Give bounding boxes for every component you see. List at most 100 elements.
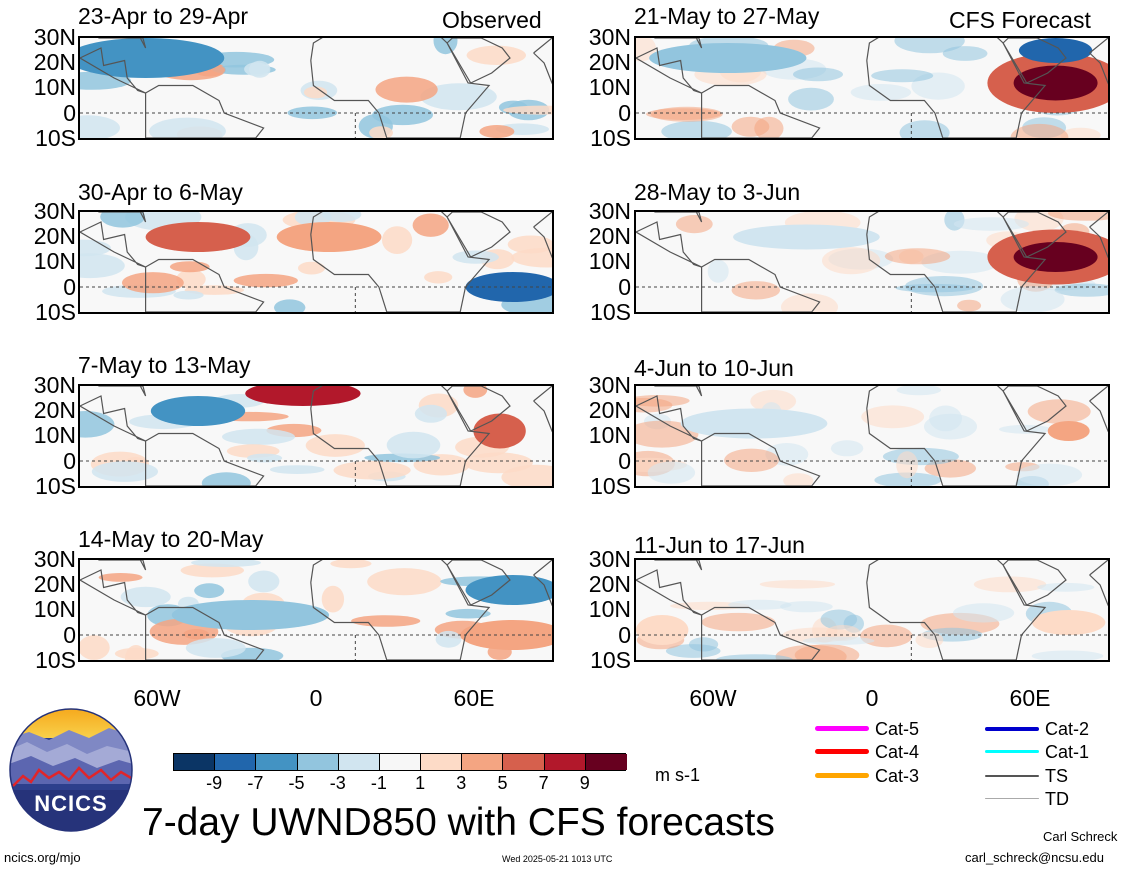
anomaly-patch <box>896 451 918 479</box>
anomaly-patch <box>149 117 226 138</box>
anomaly-patch <box>707 259 729 283</box>
coastline <box>1002 38 1067 84</box>
anomaly-patch <box>463 386 488 398</box>
anomaly-patch <box>125 645 147 660</box>
coastline <box>636 221 702 268</box>
anomaly-patch <box>305 434 365 457</box>
anomaly-patch <box>942 46 988 61</box>
colorbar-swatch <box>256 754 298 770</box>
map-panel-3 <box>78 384 554 488</box>
cfs-forecast-label: CFS Forecast <box>949 7 1091 33</box>
panel-title-4: 14-May to 20-May <box>78 526 264 552</box>
coastline <box>80 221 146 268</box>
coastline <box>1089 38 1108 85</box>
ncics-logo: NCICS <box>9 708 133 832</box>
anomaly-patch <box>248 570 280 593</box>
anomaly-patch <box>333 461 411 480</box>
lat-label: 20N <box>33 571 76 597</box>
coastline <box>866 560 1047 660</box>
lon-label-60e-right: 60E <box>1009 685 1051 711</box>
anomaly-patch <box>80 239 111 257</box>
legend-swatch <box>815 749 869 754</box>
anomaly-patch <box>466 45 526 65</box>
lat-label: 10N <box>588 422 631 448</box>
anomaly-core <box>171 600 330 630</box>
colorbar-swatch <box>338 754 380 770</box>
panel-title-6: 28-May to 3-Jun <box>634 179 801 205</box>
coastline <box>654 212 703 223</box>
anomaly-patch <box>915 631 944 648</box>
anomaly-core <box>1013 242 1098 272</box>
anomaly-patch <box>788 87 834 111</box>
anomaly-patch <box>452 250 499 264</box>
anomaly-patch <box>1048 212 1108 221</box>
anomaly-patch <box>1014 212 1064 232</box>
anomaly-patch <box>775 644 847 660</box>
anomaly-patch <box>647 461 696 484</box>
colorbar-label: 3 <box>456 773 467 793</box>
anomaly-patch <box>501 464 552 486</box>
coastline <box>310 386 491 486</box>
map-field <box>636 212 1108 312</box>
anomaly-patch <box>1060 127 1101 138</box>
coastline <box>98 386 147 397</box>
anomaly-patch <box>783 473 814 486</box>
map-panel-6 <box>634 210 1110 314</box>
anomaly-patch <box>716 654 793 660</box>
anomaly-patch <box>929 405 962 432</box>
colorbar-swatch <box>379 754 422 770</box>
anomaly-patch <box>414 404 447 423</box>
map-panel-1 <box>78 36 554 140</box>
lat-label: 10N <box>588 248 631 274</box>
anomaly-patch <box>420 83 497 111</box>
observed-label: Observed <box>442 7 542 33</box>
anomaly-patch <box>351 615 421 627</box>
ncics-logo-graphic <box>9 708 133 832</box>
anomaly-core <box>733 224 880 250</box>
anomaly-patch <box>665 644 721 658</box>
footer-timestamp: Wed 2025-05-21 1013 UTC <box>502 854 613 864</box>
footer-author: Carl Schreck <box>1043 829 1118 844</box>
colorbar-units: m s-1 <box>655 765 700 785</box>
lat-label: 0 <box>63 448 76 474</box>
anomaly-patch <box>269 465 325 474</box>
anomaly-patch <box>424 271 453 284</box>
coastline <box>866 386 1047 486</box>
anomaly-patch <box>896 386 942 396</box>
anomaly-patch <box>850 84 912 101</box>
anomaly-patch <box>122 272 184 294</box>
lat-label: 10N <box>33 422 76 448</box>
legend-label: Cat-2 <box>1045 719 1090 739</box>
lat-label: 0 <box>63 622 76 648</box>
anomaly-patch <box>754 116 784 138</box>
coastline <box>654 386 703 397</box>
lat-label: 10N <box>33 596 76 622</box>
legend-label: Cat-3 <box>875 766 920 786</box>
anomaly-patch <box>479 125 515 138</box>
panel-title-2: 30-Apr to 6-May <box>78 179 243 205</box>
coastline <box>636 395 702 442</box>
anomaly-patch <box>369 126 393 138</box>
anomaly-patch <box>367 568 442 596</box>
colorbar-swatch <box>503 754 545 770</box>
anomaly-patch <box>636 395 690 407</box>
main-title: 7-day UWND850 with CFS forecasts <box>142 801 775 844</box>
lat-label: 10S <box>590 473 631 499</box>
panel-title-1: 23-Apr to 29-Apr <box>78 3 249 29</box>
lat-label: 10S <box>35 125 76 151</box>
lat-label: 20N <box>33 49 76 75</box>
lat-label: 30N <box>588 372 631 398</box>
anomaly-patch <box>1037 582 1095 592</box>
anomaly-patch <box>861 405 925 429</box>
map-panel-4 <box>78 558 554 662</box>
anomaly-patch <box>80 411 115 438</box>
anomaly-patch <box>802 636 875 645</box>
anomaly-patch <box>303 86 328 99</box>
anomaly-patch <box>884 248 951 265</box>
anomaly-patch <box>1031 650 1104 660</box>
coastline <box>98 212 147 223</box>
map-field <box>636 38 1108 138</box>
colorbar <box>173 753 627 771</box>
map-field <box>80 386 552 486</box>
coastline <box>98 38 147 49</box>
